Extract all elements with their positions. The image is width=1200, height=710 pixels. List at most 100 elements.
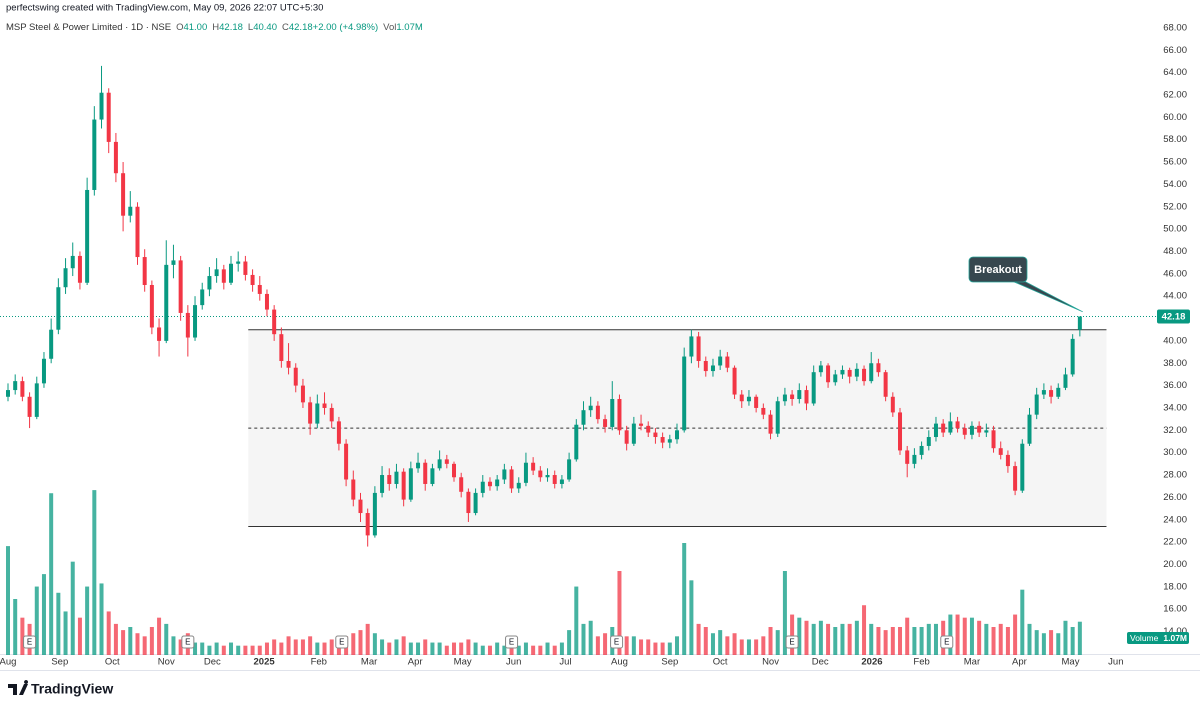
volume-bar — [552, 645, 557, 655]
candle-body — [782, 394, 787, 402]
volume-bar — [308, 636, 313, 655]
x-tick-label: Apr — [408, 657, 423, 668]
candle-body — [919, 445, 924, 455]
legend-key: Vol — [383, 22, 396, 33]
candle-body — [85, 189, 90, 283]
legend: MSP Steel & Power Limited · 1D · NSE O41.… — [6, 22, 423, 33]
volume-bar — [200, 642, 205, 655]
y-tick-label: 36.00 — [1163, 380, 1187, 391]
candle-body — [962, 428, 967, 435]
y-tick-label: 50.00 — [1163, 224, 1187, 235]
candle-body — [49, 329, 54, 359]
y-tick-label: 52.00 — [1163, 201, 1187, 212]
candle-body — [430, 468, 435, 484]
volume-bar — [689, 580, 694, 655]
candle-body — [984, 430, 989, 433]
volume-bar — [754, 639, 759, 655]
volume-bar — [380, 639, 385, 655]
volume-bar — [466, 639, 471, 655]
volume-bar — [372, 633, 377, 655]
volume-bar — [430, 642, 435, 655]
volume-bar — [660, 642, 665, 655]
volume-bar — [279, 642, 284, 655]
volume-bar — [20, 617, 25, 655]
volume-bar — [955, 614, 960, 655]
volume-bar — [221, 645, 226, 655]
candle-body — [804, 390, 809, 404]
candle-body — [300, 385, 305, 403]
candle-body — [229, 263, 234, 283]
x-tick-label: Jun — [1108, 657, 1123, 668]
candle-body — [696, 336, 701, 362]
volume-tag — [1127, 632, 1189, 644]
x-tick-label: Aug — [611, 657, 628, 668]
volume-bar — [898, 627, 903, 655]
candle-body — [610, 399, 615, 427]
price-tag — [1157, 309, 1190, 324]
logo-icon — [8, 680, 29, 695]
candle-body — [854, 368, 859, 377]
candle-body — [358, 499, 363, 514]
candle-body — [581, 410, 586, 425]
volume-bar — [250, 645, 255, 655]
volume-bar — [1077, 621, 1082, 655]
volume-bar — [264, 642, 269, 655]
candle-body — [185, 312, 190, 338]
candle-body — [164, 264, 169, 341]
x-tick-label: Mar — [964, 657, 980, 668]
y-tick-label: 68.00 — [1163, 22, 1187, 33]
candle-body — [466, 491, 471, 514]
candle-body — [336, 421, 341, 444]
candle-body — [394, 471, 399, 484]
volume-bar — [768, 627, 773, 655]
candle-body — [898, 412, 903, 451]
x-tick-label: May — [1062, 657, 1080, 668]
y-tick-label: 38.00 — [1163, 358, 1187, 369]
volume-bar — [912, 627, 917, 655]
x-tick-label: Dec — [812, 657, 829, 668]
volume-bar — [70, 561, 75, 655]
volume-bar — [653, 642, 658, 655]
volume-bar — [99, 583, 104, 655]
candle-body — [732, 367, 737, 395]
candle-body — [13, 381, 18, 391]
candle-body — [739, 394, 744, 402]
volume-bar — [394, 639, 399, 655]
candle-body — [768, 414, 773, 434]
volume-bar — [797, 617, 802, 655]
x-tick-label: Dec — [204, 657, 221, 668]
volume-bar — [847, 623, 852, 655]
volume-bar — [329, 639, 334, 655]
candle-body — [725, 356, 730, 368]
volume-bar — [6, 546, 10, 655]
candle-body — [157, 327, 162, 341]
annotation-label: Breakout — [974, 264, 1022, 276]
candle-body — [128, 206, 133, 216]
volume-bar — [1041, 633, 1046, 655]
candle-body — [416, 462, 421, 469]
volume-bar — [1034, 630, 1039, 655]
volume-bar — [761, 636, 766, 655]
volume-bar — [1070, 627, 1075, 655]
volume-bar — [804, 620, 809, 655]
candle-body — [718, 356, 723, 366]
candle-body — [912, 454, 917, 464]
volume-bar — [387, 642, 392, 655]
candle-body — [761, 407, 766, 415]
volume-bar — [85, 586, 90, 655]
y-tick-label: 46.00 — [1163, 268, 1187, 279]
candle-body — [473, 492, 478, 514]
volume-bar — [624, 636, 629, 655]
candle-body — [41, 358, 46, 384]
candle-body — [207, 276, 212, 290]
x-tick-label: Apr — [1012, 657, 1027, 668]
candle-body — [423, 462, 428, 484]
y-tick-label: 40.00 — [1163, 335, 1187, 346]
volume-bar — [782, 571, 787, 655]
x-tick-label: Sep — [661, 657, 678, 668]
volume-bar — [531, 645, 536, 655]
candle-body — [811, 372, 816, 404]
volume-bar — [135, 633, 140, 655]
candle-body — [969, 425, 974, 435]
